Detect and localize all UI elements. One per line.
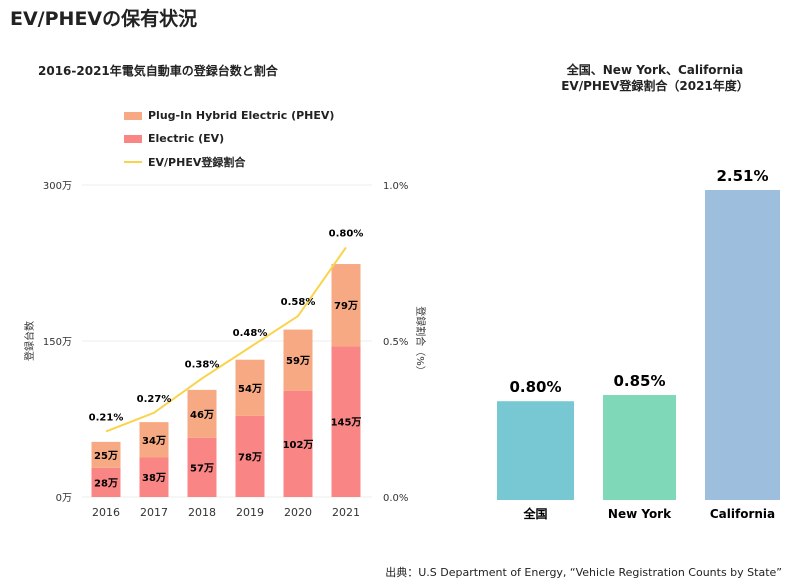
- ev-value-label: 78万: [238, 451, 262, 463]
- legend-ev: Electric (EV): [124, 127, 334, 150]
- ev-swatch: [124, 134, 142, 143]
- x-tick-label: 2021: [332, 506, 360, 519]
- legend-phev: Plug-In Hybrid Electric (PHEV): [124, 104, 334, 127]
- ev-value-label: 38万: [142, 472, 166, 484]
- right-title-line1: 全国、New York、California: [566, 63, 744, 77]
- y2-tick-label: 1.0%: [383, 181, 408, 192]
- ratio-value-label: 0.58%: [281, 297, 316, 308]
- ratio-value-label: 0.21%: [89, 412, 124, 423]
- ev-bar: [283, 390, 313, 497]
- ev-value-label: 28万: [94, 477, 118, 489]
- y2-tick-label: 0.0%: [383, 493, 408, 504]
- phev-value-label: 54万: [238, 383, 262, 395]
- ev-bar: [235, 415, 265, 497]
- share-category-label: California: [710, 507, 775, 521]
- ev-value-label: 102万: [283, 439, 314, 451]
- phev-bar: [283, 329, 313, 391]
- y-axis-label: 登録台数: [23, 321, 36, 361]
- phev-bar: [187, 389, 217, 438]
- phev-bar: [235, 359, 265, 416]
- legend-ratio-label: EV/PHEV登録割合: [148, 155, 246, 169]
- legend-ratio: EV/PHEV登録割合: [124, 150, 334, 173]
- legend-phev-label: Plug-In Hybrid Electric (PHEV): [148, 109, 335, 122]
- share-category-label: 全国: [522, 506, 547, 521]
- ratio-line: [105, 246, 347, 433]
- ev-value-label: 145万: [331, 417, 362, 429]
- phev-bar: [91, 441, 121, 468]
- x-tick-label: 2016: [92, 506, 120, 519]
- phev-value-label: 79万: [334, 300, 358, 312]
- phev-value-label: 59万: [286, 355, 310, 367]
- source-note: 出典：U.S Department of Energy, “Vehicle Re…: [385, 566, 782, 579]
- share-value-label: 0.85%: [613, 372, 665, 390]
- share-bar: [497, 401, 574, 500]
- ev-bar: [139, 457, 169, 497]
- x-tick-label: 2017: [140, 506, 168, 519]
- ratio-value-label: 0.80%: [329, 228, 364, 239]
- ev-value-label: 57万: [190, 462, 214, 474]
- phev-value-label: 25万: [94, 450, 118, 462]
- phev-bar: [331, 264, 361, 347]
- x-tick-label: 2020: [284, 506, 312, 519]
- page-title: EV/PHEVの保有状況: [10, 8, 198, 30]
- y-tick-label: 0万: [56, 493, 72, 504]
- phev-value-label: 34万: [142, 435, 166, 447]
- ratio-line-swatch: [124, 160, 142, 163]
- ratio-value-label: 0.48%: [233, 328, 268, 339]
- y-tick-label: 150万: [43, 337, 72, 348]
- left-chart-title: 2016-2021年電気自動車の登録台数と割合: [38, 64, 278, 78]
- phev-swatch: [124, 111, 142, 120]
- phev-bar: [139, 422, 169, 458]
- ratio-value-label: 0.38%: [185, 359, 220, 370]
- legend: Plug-In Hybrid Electric (PHEV) Electric …: [124, 104, 334, 173]
- share-bar: [705, 190, 780, 500]
- ev-bar: [331, 346, 361, 497]
- x-tick-label: 2019: [236, 506, 264, 519]
- share-value-label: 2.51%: [716, 167, 768, 185]
- right-chart-title: 全国、New York、California EV/PHEV登録割合（2021年…: [520, 62, 790, 94]
- share-category-label: New York: [608, 507, 672, 521]
- ratio-value-label: 0.27%: [137, 394, 172, 405]
- share-value-label: 0.80%: [509, 378, 561, 396]
- ev-bar: [91, 467, 121, 497]
- ev-bar: [187, 437, 217, 497]
- phev-value-label: 46万: [190, 409, 214, 421]
- share-bar: [603, 395, 676, 500]
- x-tick-label: 2018: [188, 506, 216, 519]
- right-title-line2: EV/PHEV登録割合（2021年度）: [561, 79, 749, 93]
- legend-ev-label: Electric (EV): [148, 132, 225, 145]
- y2-tick-label: 0.5%: [383, 337, 408, 348]
- y2-axis-label: 登録割合（%）: [414, 306, 427, 376]
- y-tick-label: 300万: [43, 181, 72, 192]
